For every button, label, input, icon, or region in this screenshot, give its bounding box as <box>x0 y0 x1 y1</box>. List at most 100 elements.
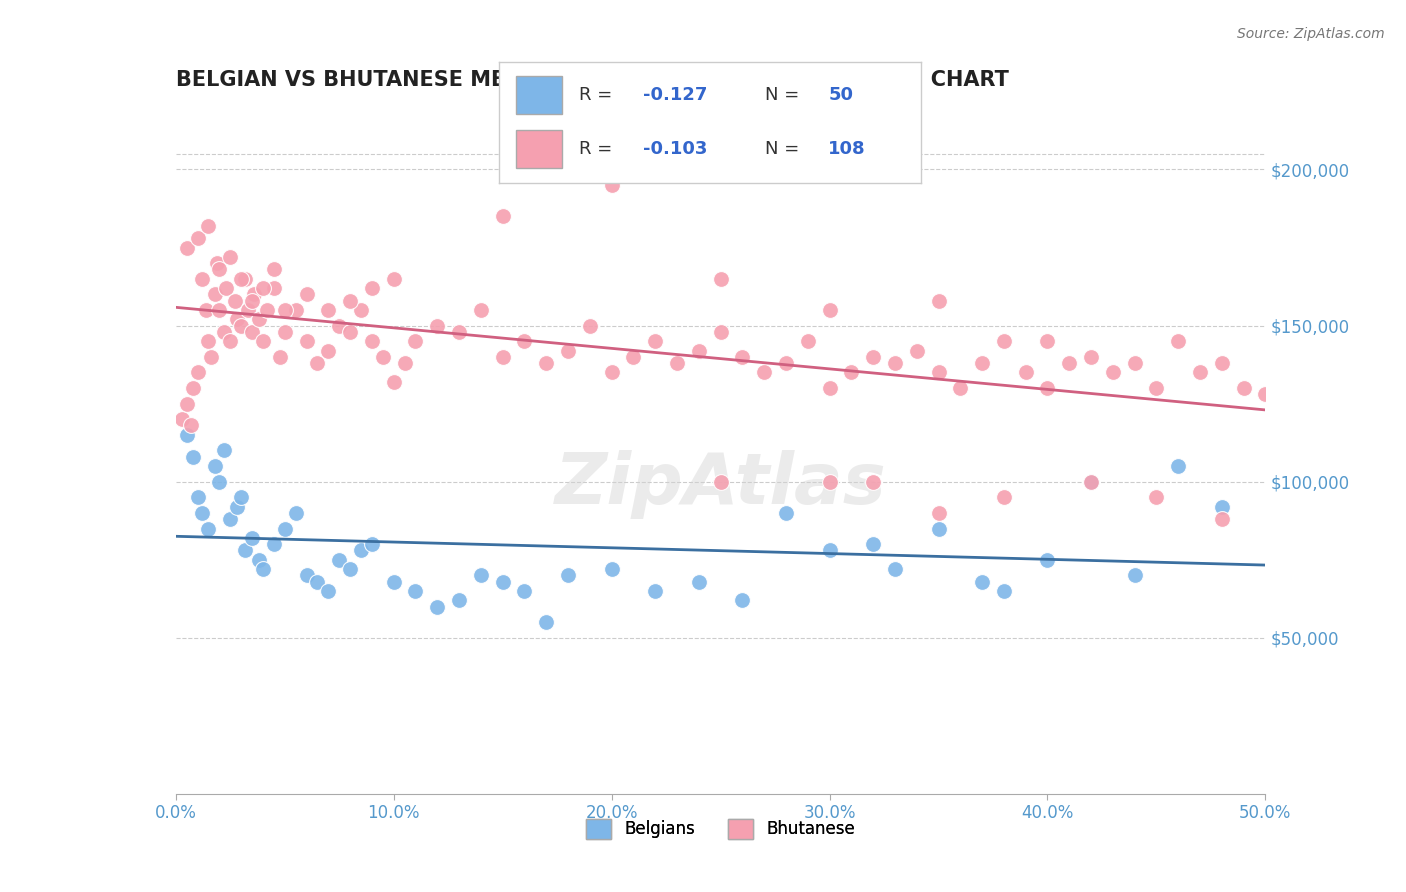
Point <box>818 543 841 558</box>
Point <box>252 281 274 295</box>
Point <box>928 293 950 308</box>
Point <box>731 593 754 607</box>
Point <box>775 356 797 370</box>
Legend: Belgians, Bhutanese: Belgians, Bhutanese <box>578 810 863 847</box>
Point <box>176 427 198 442</box>
Point <box>905 343 928 358</box>
Point <box>295 568 318 582</box>
Point <box>513 583 536 598</box>
Point <box>371 350 394 364</box>
Point <box>252 334 274 348</box>
Point <box>205 256 228 270</box>
Text: N =: N = <box>765 140 804 158</box>
Point <box>394 356 416 370</box>
Point <box>307 356 329 370</box>
Point <box>382 574 405 589</box>
Point <box>1036 552 1059 567</box>
Point <box>339 325 361 339</box>
Point <box>796 334 818 348</box>
Point <box>318 583 340 598</box>
Text: -0.127: -0.127 <box>643 86 707 104</box>
Text: R =: R = <box>579 140 619 158</box>
Point <box>236 303 259 318</box>
Point <box>186 490 209 504</box>
Point <box>1102 366 1125 380</box>
Point <box>360 334 382 348</box>
FancyBboxPatch shape <box>516 76 562 114</box>
Point <box>621 350 644 364</box>
Point <box>247 312 270 326</box>
Point <box>928 366 950 380</box>
Point <box>252 562 274 576</box>
Point <box>197 521 219 535</box>
Point <box>318 343 340 358</box>
Point <box>470 568 492 582</box>
Point <box>176 240 198 255</box>
Point <box>1080 475 1102 489</box>
Point <box>235 543 257 558</box>
Point <box>557 343 579 358</box>
Point <box>949 381 972 395</box>
Point <box>710 475 733 489</box>
Point <box>328 318 350 333</box>
Point <box>557 568 579 582</box>
Point <box>1015 366 1038 380</box>
Point <box>1211 356 1233 370</box>
Point <box>970 356 993 370</box>
Point <box>426 599 449 614</box>
Point <box>600 366 623 380</box>
Point <box>1080 350 1102 364</box>
Point <box>208 475 231 489</box>
Point <box>862 537 884 551</box>
Point <box>1211 500 1233 514</box>
Point <box>884 356 907 370</box>
Point <box>1254 387 1277 401</box>
Point <box>1211 512 1233 526</box>
Point <box>993 583 1015 598</box>
Point <box>191 506 214 520</box>
Point <box>382 375 405 389</box>
Point <box>447 593 470 607</box>
Point <box>328 552 350 567</box>
Point <box>405 583 427 598</box>
Text: -0.103: -0.103 <box>643 140 707 158</box>
Point <box>1232 381 1256 395</box>
Point <box>405 334 427 348</box>
Point <box>754 366 776 380</box>
Point <box>263 537 285 551</box>
Point <box>263 281 285 295</box>
Point <box>360 281 382 295</box>
Point <box>219 512 242 526</box>
Point <box>231 490 253 504</box>
Point <box>710 271 733 285</box>
Point <box>274 521 297 535</box>
Point <box>186 366 209 380</box>
Point <box>492 574 515 589</box>
Point <box>513 334 536 348</box>
Point <box>1189 366 1212 380</box>
Point <box>212 325 235 339</box>
Point <box>269 350 291 364</box>
Point <box>274 303 297 318</box>
Point <box>970 574 993 589</box>
Point <box>731 350 754 364</box>
Point <box>862 475 884 489</box>
Point <box>1123 356 1146 370</box>
Point <box>180 418 202 433</box>
Point <box>243 287 266 301</box>
Point <box>225 312 247 326</box>
Point <box>225 500 247 514</box>
Point <box>263 262 285 277</box>
Point <box>195 303 218 318</box>
Point <box>200 350 222 364</box>
Point <box>1123 568 1146 582</box>
Point <box>382 271 405 285</box>
Text: 108: 108 <box>828 140 866 158</box>
Point <box>1167 458 1189 473</box>
Point <box>600 562 623 576</box>
Point <box>818 303 841 318</box>
Point <box>492 209 515 223</box>
Text: N =: N = <box>765 86 804 104</box>
Point <box>350 543 373 558</box>
Point <box>235 271 257 285</box>
